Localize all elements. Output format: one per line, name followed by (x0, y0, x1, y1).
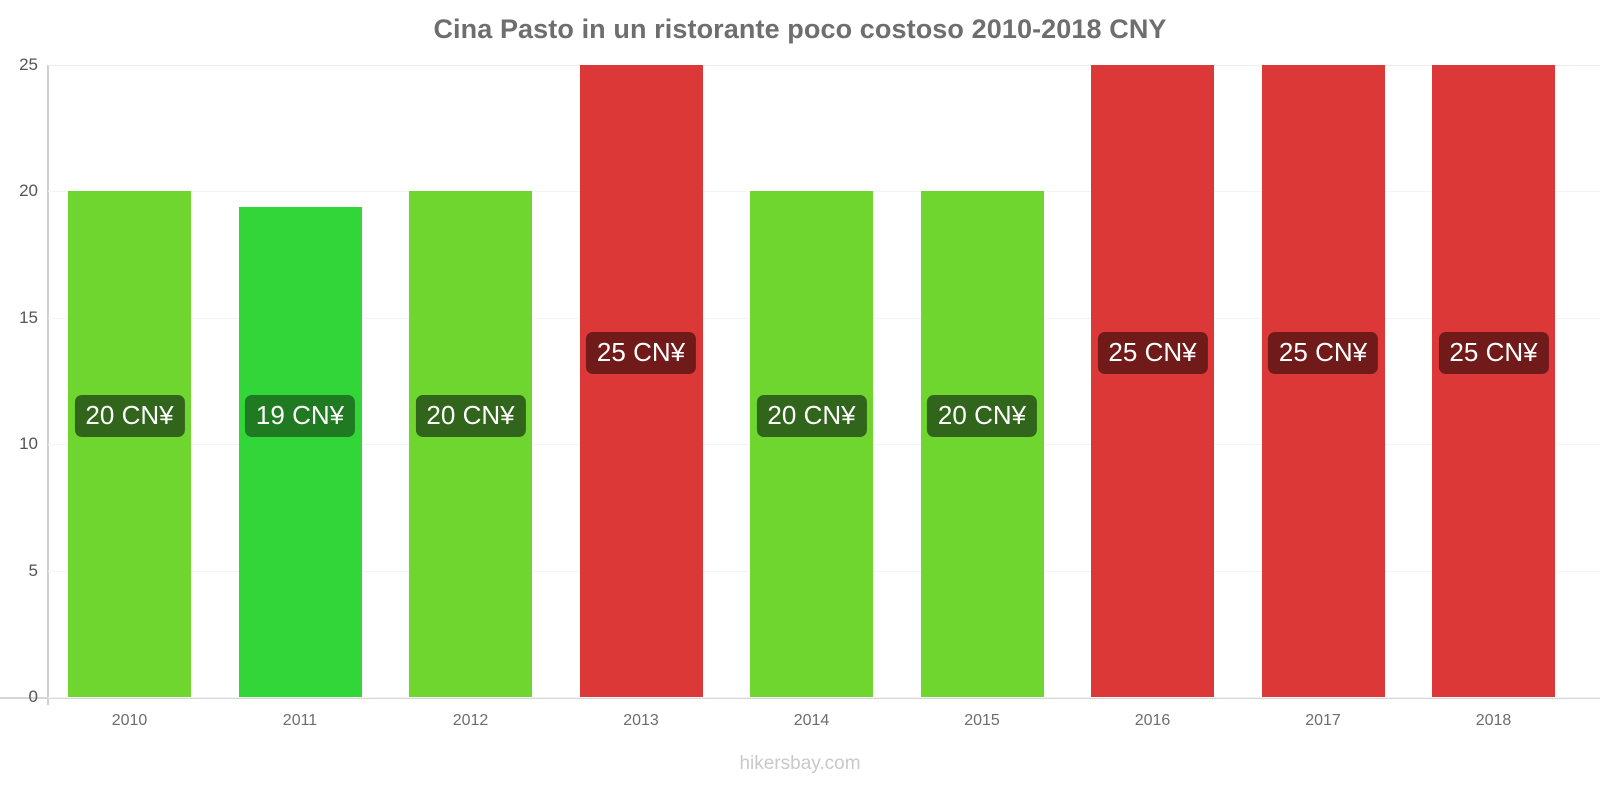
value-label-2012: 20 CN¥ (415, 395, 526, 437)
x-tick-label-2013: 2013 (623, 712, 659, 729)
bar-2016[interactable] (1091, 65, 1214, 697)
y-tick-label-0: 0 (28, 687, 38, 706)
value-label-2018: 25 CN¥ (1438, 332, 1549, 374)
y-tick-label-20: 20 (19, 181, 38, 201)
bar-2011[interactable] (238, 206, 362, 697)
x-tick-label-2010: 2010 (111, 712, 148, 729)
value-label-2014: 20 CN¥ (756, 395, 867, 437)
value-label-2016: 25 CN¥ (1097, 332, 1208, 374)
x-tick-label-2012: 2012 (452, 712, 489, 729)
x-tick-label-2014: 2014 (793, 712, 830, 729)
bar-2017[interactable] (1261, 65, 1385, 697)
bar-2018[interactable] (1432, 65, 1555, 697)
bar-2014[interactable] (750, 191, 873, 697)
gridline-0 (48, 697, 1600, 698)
value-label-2011: 19 CN¥ (244, 395, 356, 437)
x-tick-label-2011: 2011 (282, 712, 318, 729)
bar-2015[interactable] (920, 191, 1044, 697)
y-axis-line (47, 65, 49, 705)
x-tick-label-2015: 2015 (964, 712, 1000, 729)
watermark-hikersbay: hikersbay.com (739, 753, 861, 774)
value-label-2010: 20 CN¥ (74, 395, 185, 437)
plot-area (48, 65, 1600, 698)
value-label-2017: 25 CN¥ (1267, 332, 1379, 374)
x-axis-line (0, 697, 1600, 699)
bar-2013[interactable] (579, 65, 703, 697)
value-label-2013: 25 CN¥ (585, 332, 697, 374)
gridline-25 (48, 65, 1600, 66)
value-label-2015: 20 CN¥ (926, 395, 1038, 437)
x-tick-label-2018: 2018 (1475, 712, 1512, 729)
x-tick-label-2017: 2017 (1305, 712, 1341, 729)
bar-2010[interactable] (68, 191, 191, 697)
x-tick-label-2016: 2016 (1134, 712, 1171, 729)
bar-2012[interactable] (409, 191, 532, 697)
chart-title: Cina Pasto in un ristorante poco costoso… (433, 14, 1167, 44)
y-tick-label-5: 5 (28, 560, 38, 580)
y-tick-label-10: 10 (19, 434, 38, 454)
y-tick-label-25: 25 (19, 55, 38, 74)
y-tick-label-15: 15 (19, 307, 38, 327)
